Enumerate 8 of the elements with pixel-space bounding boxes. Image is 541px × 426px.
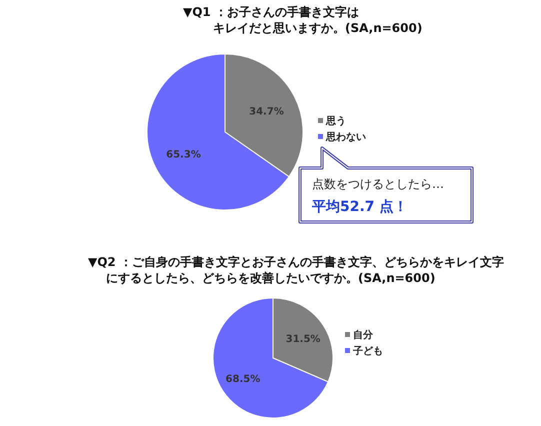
legend-label: 自分 xyxy=(353,329,374,341)
title: ▼Q2 ：ご自身の手書き文字とお子さんの手書き文字、どちらかをキレイ文字にするとしたら、どちらを改善したいですか。(SA,n=600) xyxy=(88,255,504,285)
legend-label: 思わない xyxy=(325,131,366,143)
legend-label: 思う xyxy=(325,115,346,127)
title: ▼Q1 ：お子さんの手書き文字はキレイだと思いますか。(SA,n=600) xyxy=(183,5,422,35)
legend-label: 子ども xyxy=(352,345,383,357)
annotation: 平均52.7 点！ xyxy=(312,199,408,215)
annotation: 点数をつけるとしたら… xyxy=(312,177,444,191)
